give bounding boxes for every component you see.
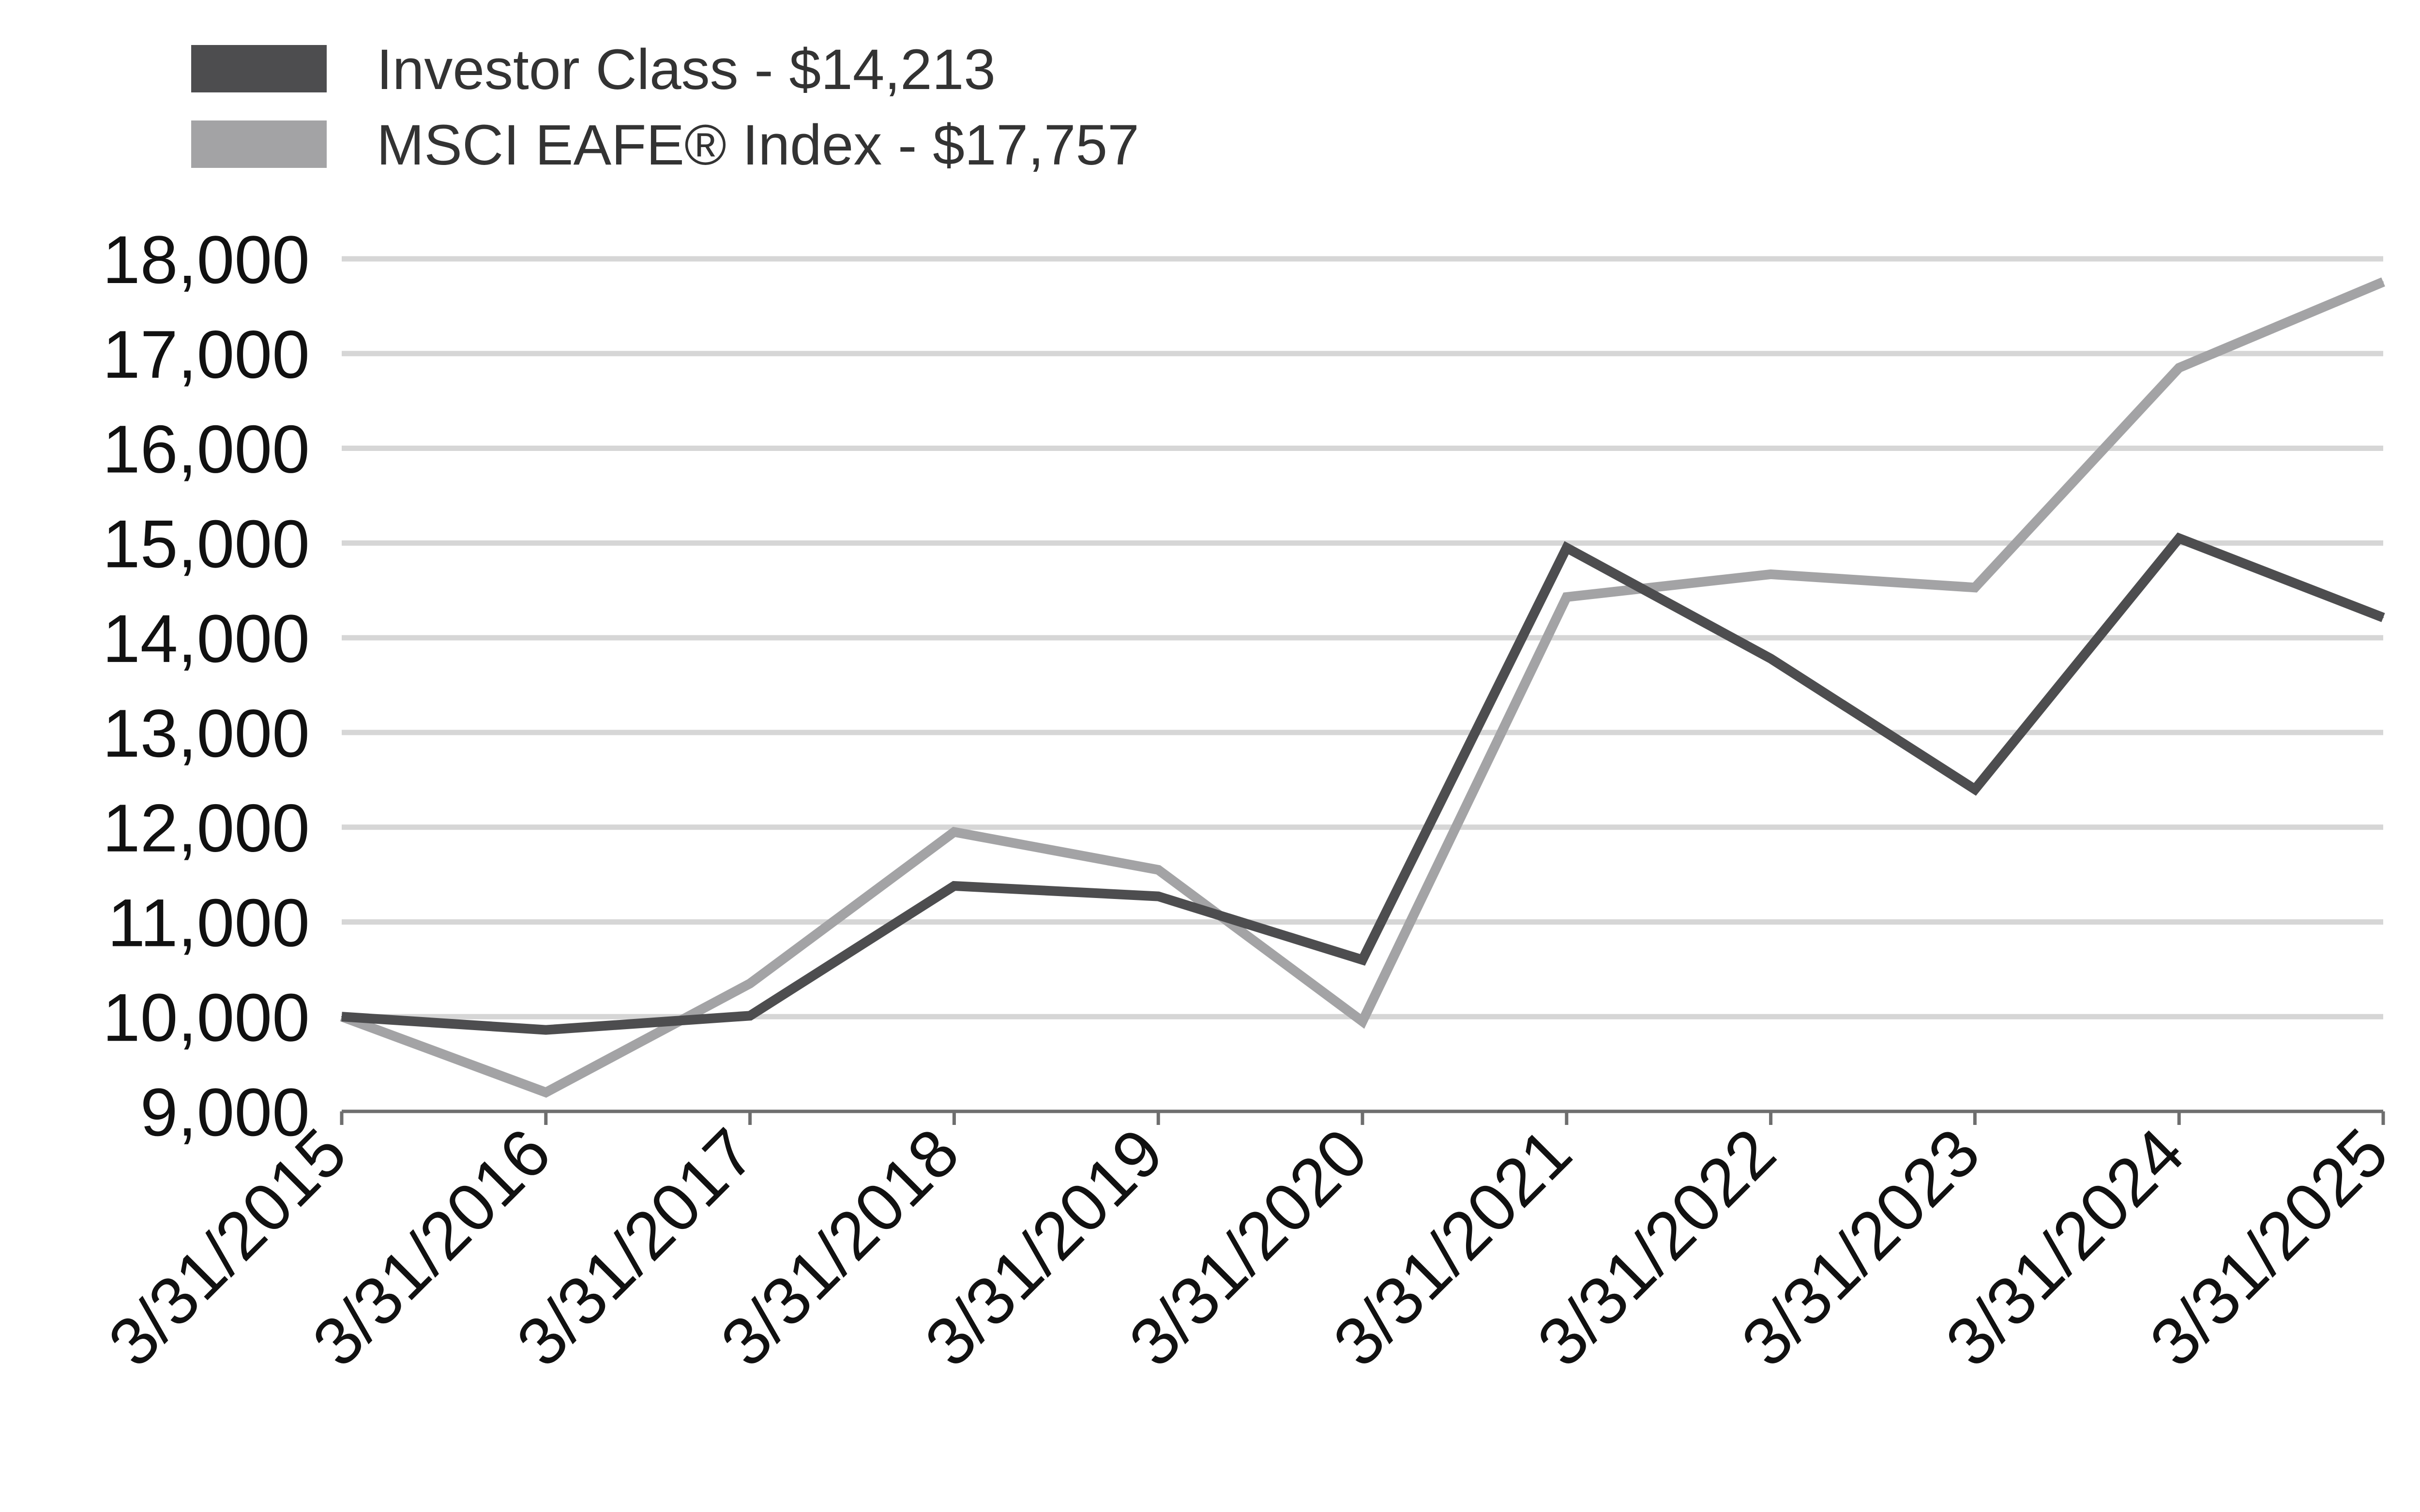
series-1-point	[1362, 1021, 1363, 1022]
y-tick-label: 16,000	[103, 411, 310, 487]
series-0-point	[1770, 658, 1771, 659]
series-1-point	[1770, 573, 1771, 575]
series-0-point	[1974, 789, 1976, 790]
y-tick-label: 10,000	[103, 979, 310, 1055]
series-1-point	[2178, 367, 2180, 369]
series-0-point	[953, 885, 955, 887]
legend-label: Investor Class - $14,213	[377, 38, 996, 102]
series-0-point	[545, 1029, 546, 1031]
series-lines	[340, 277, 2385, 1098]
y-tick-label: 9,000	[140, 1074, 310, 1150]
legend: Investor Class - $14,213 MSCI EAFE® Index…	[191, 38, 1139, 177]
series-1-point	[749, 983, 751, 984]
series-0-point	[2383, 617, 2384, 618]
series-0-point	[749, 1015, 751, 1017]
legend-label: MSCI EAFE® Index - $17,757	[377, 113, 1139, 177]
series-1-point	[2383, 281, 2384, 283]
series-0-point	[1158, 896, 1159, 897]
series-1-point	[953, 831, 955, 833]
y-tick-label: 17,000	[103, 316, 310, 392]
y-tick-label: 15,000	[103, 506, 310, 582]
series-1-point	[1158, 869, 1159, 870]
series-line-0	[341, 532, 2385, 1035]
legend-swatch	[191, 45, 327, 92]
y-tick-label: 12,000	[103, 790, 310, 866]
gridlines	[342, 256, 2383, 1019]
series-0-point	[1566, 547, 1567, 549]
series-0-point	[1362, 959, 1363, 960]
series-1-point	[545, 1092, 546, 1093]
y-axis-tick-labels: 9,000 10,000 11,000 12,000 13,000 14,000 15,00…	[103, 222, 310, 1150]
y-tick-label: 13,000	[103, 695, 310, 771]
series-0-point	[2178, 538, 2180, 539]
legend-swatch	[191, 120, 327, 168]
series-1-point	[1974, 587, 1976, 588]
y-tick-label: 18,000	[103, 222, 310, 298]
y-tick-label: 14,000	[103, 600, 310, 676]
series-line-1	[340, 277, 2385, 1098]
x-axis: 3/31/20153/31/20163/31/20173/31/20183/31…	[94, 1109, 2402, 1381]
series-1-point	[1566, 596, 1567, 598]
y-tick-label: 11,000	[107, 884, 310, 960]
series-0-point	[341, 1016, 342, 1018]
